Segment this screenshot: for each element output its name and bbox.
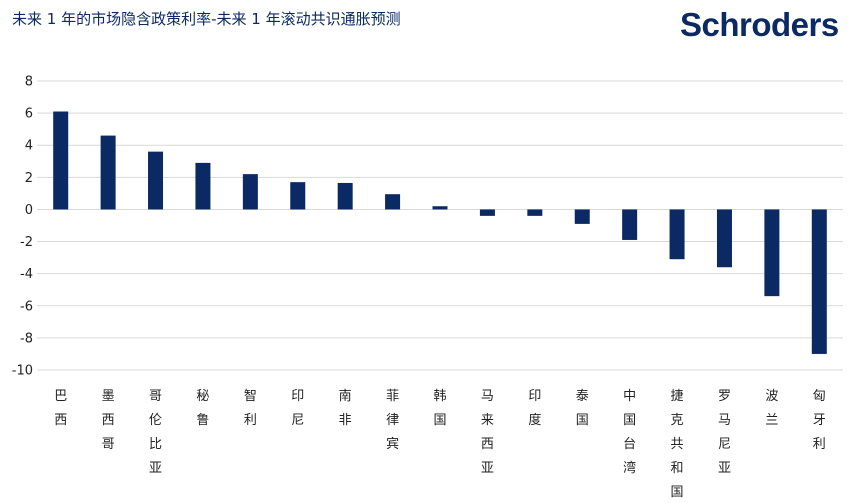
y-tick-label: -10 [12,364,33,379]
y-tick-label: 6 [25,107,33,122]
bar [622,209,638,240]
bar [148,151,164,210]
x-category-label: 中国台湾 [623,389,636,476]
bar [432,206,448,210]
bar [669,209,685,260]
y-tick-label: -4 [20,267,33,282]
y-tick-label: -6 [20,299,33,314]
y-axis-ticks: 8 6 4 2 0 -2 -4 -6 -8 -10 [12,75,33,379]
schroders-logo: Schroders [680,6,839,43]
bar [290,182,306,210]
x-category-label: 印尼 [291,389,304,428]
bar [337,182,353,210]
bar [242,174,258,210]
y-tick-label: 4 [25,139,33,154]
bar [527,209,543,216]
chart-title: 未来 1 年的市场隐含政策利率-未来 1 年滚动共识通胀预测 [12,10,401,28]
bar [195,162,211,210]
x-category-label: 马来西亚 [481,389,494,476]
x-category-label: 捷克共和国 [671,389,684,500]
bar [53,111,69,210]
bar [100,135,116,210]
x-category-label: 罗马尼亚 [718,389,731,476]
bars [53,111,827,354]
bar [574,209,590,224]
x-category-label: 波兰 [765,389,778,428]
x-category-label: 哥伦比亚 [149,389,162,476]
bar [479,209,495,216]
bar [764,209,780,297]
x-category-label: 泰国 [576,389,589,428]
x-category-label: 智利 [244,389,257,428]
x-category-label: 巴西 [54,389,67,428]
x-category-label: 匈牙利 [813,389,826,452]
y-tick-label: 2 [25,171,33,186]
x-category-label: 菲律宾 [386,389,399,452]
x-category-label: 南非 [339,388,352,428]
x-category-label: 墨西哥 [102,389,115,452]
x-category-label: 印度 [528,389,541,428]
y-tick-label: -2 [20,235,33,250]
x-category-label: 秘鲁 [196,389,209,428]
y-tick-label: 8 [25,75,33,90]
y-tick-label: -8 [20,331,33,346]
bar [716,209,732,268]
y-tick-label: 0 [25,203,33,218]
bar [811,209,827,354]
bar [385,194,401,210]
x-category-label: 韩国 [433,389,446,428]
gridlines [37,80,843,371]
